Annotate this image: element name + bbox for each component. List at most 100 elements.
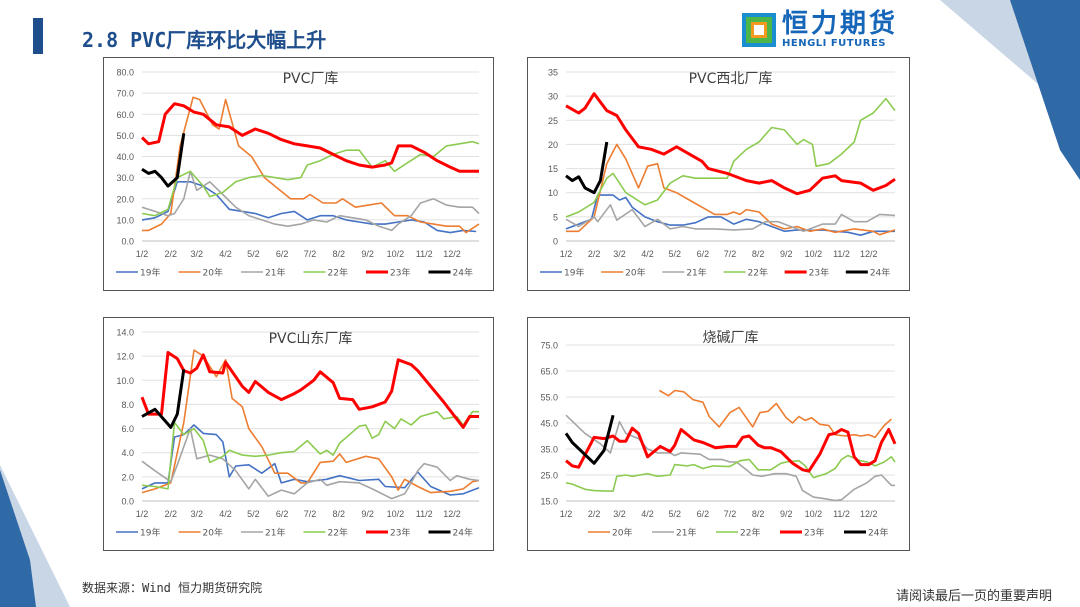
x-tick-label: 9/2 — [780, 509, 793, 519]
x-tick-label: 11/2 — [833, 249, 850, 259]
legend-label: 19年 — [140, 527, 160, 539]
y-tick-label: 25.0 — [540, 471, 558, 481]
legend-label: 21年 — [265, 267, 285, 279]
chart-title: 烧碱厂库 — [703, 330, 759, 346]
y-tick-label: 60.0 — [116, 110, 134, 120]
x-tick-label: 11/2 — [416, 249, 433, 259]
x-tick-label: 3/2 — [191, 249, 204, 259]
y-tick-label: 65.0 — [540, 367, 558, 377]
legend-label: 22年 — [328, 267, 348, 279]
legend-label: 21年 — [676, 527, 696, 539]
series-line-24 — [141, 369, 186, 429]
data-source: 数据来源：Wind 恒力期货研究院 — [82, 581, 263, 595]
series-line-19 — [141, 181, 477, 234]
logo-icon — [742, 13, 776, 47]
y-tick-label: 0.0 — [121, 237, 134, 247]
x-tick-label: 9/2 — [361, 509, 374, 519]
x-tick-label: 6/2 — [276, 509, 289, 519]
x-tick-label: 5/2 — [669, 509, 682, 519]
legend-label: 23年 — [390, 267, 410, 279]
logo-english-name: HENGLI FUTURES — [782, 38, 886, 49]
chart-caustic-soda-inventory: 15.0 25.0 35.0 45.0 55.0 65.0 75.0 1/2 2/2 3/2 4/2… — [527, 317, 910, 551]
x-tick-label: 7/2 — [724, 509, 737, 519]
legend-label: 24年 — [453, 527, 473, 539]
x-tick-label: 8/2 — [333, 249, 346, 259]
series-line-22 — [565, 454, 896, 492]
x-tick-label: 2/2 — [165, 509, 178, 519]
y-tick-label: 45.0 — [540, 419, 558, 429]
page-title: 2.8 PVC厂库环比大幅上升 — [82, 28, 327, 52]
x-tick-label: 2/2 — [588, 249, 601, 259]
legend-label: 23年 — [390, 527, 410, 539]
x-tick-label: 6/2 — [697, 509, 710, 519]
series-line-22 — [565, 97, 896, 218]
series-line-24 — [141, 133, 186, 188]
x-tick-label: 7/2 — [724, 249, 737, 259]
x-tick-label: 5/2 — [247, 509, 260, 519]
x-tick-label: 4/2 — [641, 249, 654, 259]
y-tick-label: 8.0 — [121, 400, 134, 410]
x-tick-label: 11/2 — [416, 509, 433, 519]
x-tick-label: 3/2 — [613, 249, 626, 259]
legend-label: 24年 — [868, 527, 888, 539]
y-tick-label: 15 — [548, 164, 558, 174]
x-tick-label: 10/2 — [805, 249, 823, 259]
series-line-21 — [141, 170, 480, 232]
y-tick-label: 30.0 — [116, 173, 134, 183]
legend-label: 21年 — [265, 527, 285, 539]
x-tick-label: 4/2 — [219, 509, 232, 519]
series-line-20 — [566, 143, 896, 236]
x-tick-label: 12/2 — [443, 509, 461, 519]
chart-title: PVC厂库 — [283, 71, 339, 87]
company-logo: 恒力期货 HENGLI FUTURES — [742, 10, 898, 50]
series-line-20 — [142, 96, 480, 234]
y-tick-label: 0 — [553, 237, 558, 247]
series-line-23 — [565, 426, 897, 473]
series-line-23 — [565, 92, 896, 196]
legend-label: 19年 — [140, 267, 160, 279]
legend-label: 20年 — [625, 267, 645, 279]
y-tick-label: 35.0 — [540, 445, 558, 455]
y-tick-label: 50.0 — [116, 131, 134, 141]
title-accent-bar — [33, 18, 43, 54]
y-tick-label: 80.0 — [116, 68, 134, 78]
x-tick-label: 12/2 — [860, 249, 878, 259]
x-tick-label: 1/2 — [560, 249, 573, 259]
x-tick-label: 7/2 — [304, 509, 317, 519]
y-tick-label: 14.0 — [116, 328, 134, 338]
x-tick-label: 6/2 — [697, 249, 710, 259]
logo-chinese-name: 恒力期货 — [782, 9, 899, 39]
series-line-22 — [141, 140, 480, 217]
x-tick-label: 1/2 — [136, 509, 149, 519]
x-tick-label: 3/2 — [613, 509, 626, 519]
legend-label: 20年 — [203, 267, 223, 279]
chart-title: PVC西北厂库 — [689, 71, 773, 87]
y-tick-label: 10 — [548, 188, 558, 198]
x-tick-label: 10/2 — [805, 509, 823, 519]
y-tick-label: 75.0 — [540, 341, 558, 351]
x-tick-label: 2/2 — [588, 509, 601, 519]
y-tick-label: 55.0 — [540, 393, 558, 403]
y-tick-label: 15.0 — [540, 497, 558, 507]
y-tick-label: 4.0 — [121, 448, 134, 458]
y-tick-label: 35 — [548, 68, 558, 78]
x-tick-label: 9/2 — [361, 249, 374, 259]
chart-pvc-factory-inventory: 0.0 10.0 20.0 30.0 40.0 50.0 60.0 70.0 80.0 1/2 2/… — [103, 57, 494, 291]
series-line-22 — [141, 410, 479, 490]
x-tick-label: 11/2 — [833, 509, 850, 519]
y-tick-label: 6.0 — [121, 424, 134, 434]
y-tick-label: 30 — [548, 92, 558, 102]
legend-label: 24年 — [870, 267, 890, 279]
chart-pvc-northwest-inventory: 0 5 10 15 20 25 30 35 1/2 2/2 3/2 4/2 5/2 6/2 7/2 8/2 9/… — [527, 57, 910, 291]
x-tick-label: 10/2 — [387, 509, 405, 519]
x-tick-label: 10/2 — [387, 249, 405, 259]
series-line-24 — [564, 414, 615, 465]
chart-title: PVC山东厂库 — [269, 331, 353, 347]
legend-label: 19年 — [564, 267, 584, 279]
series-line-21 — [141, 427, 480, 500]
x-tick-label: 8/2 — [752, 509, 765, 519]
series-line-20 — [658, 389, 892, 439]
y-tick-label: 12.0 — [116, 352, 134, 362]
y-tick-label: 20 — [548, 140, 558, 150]
y-tick-label: 5 — [553, 212, 558, 222]
